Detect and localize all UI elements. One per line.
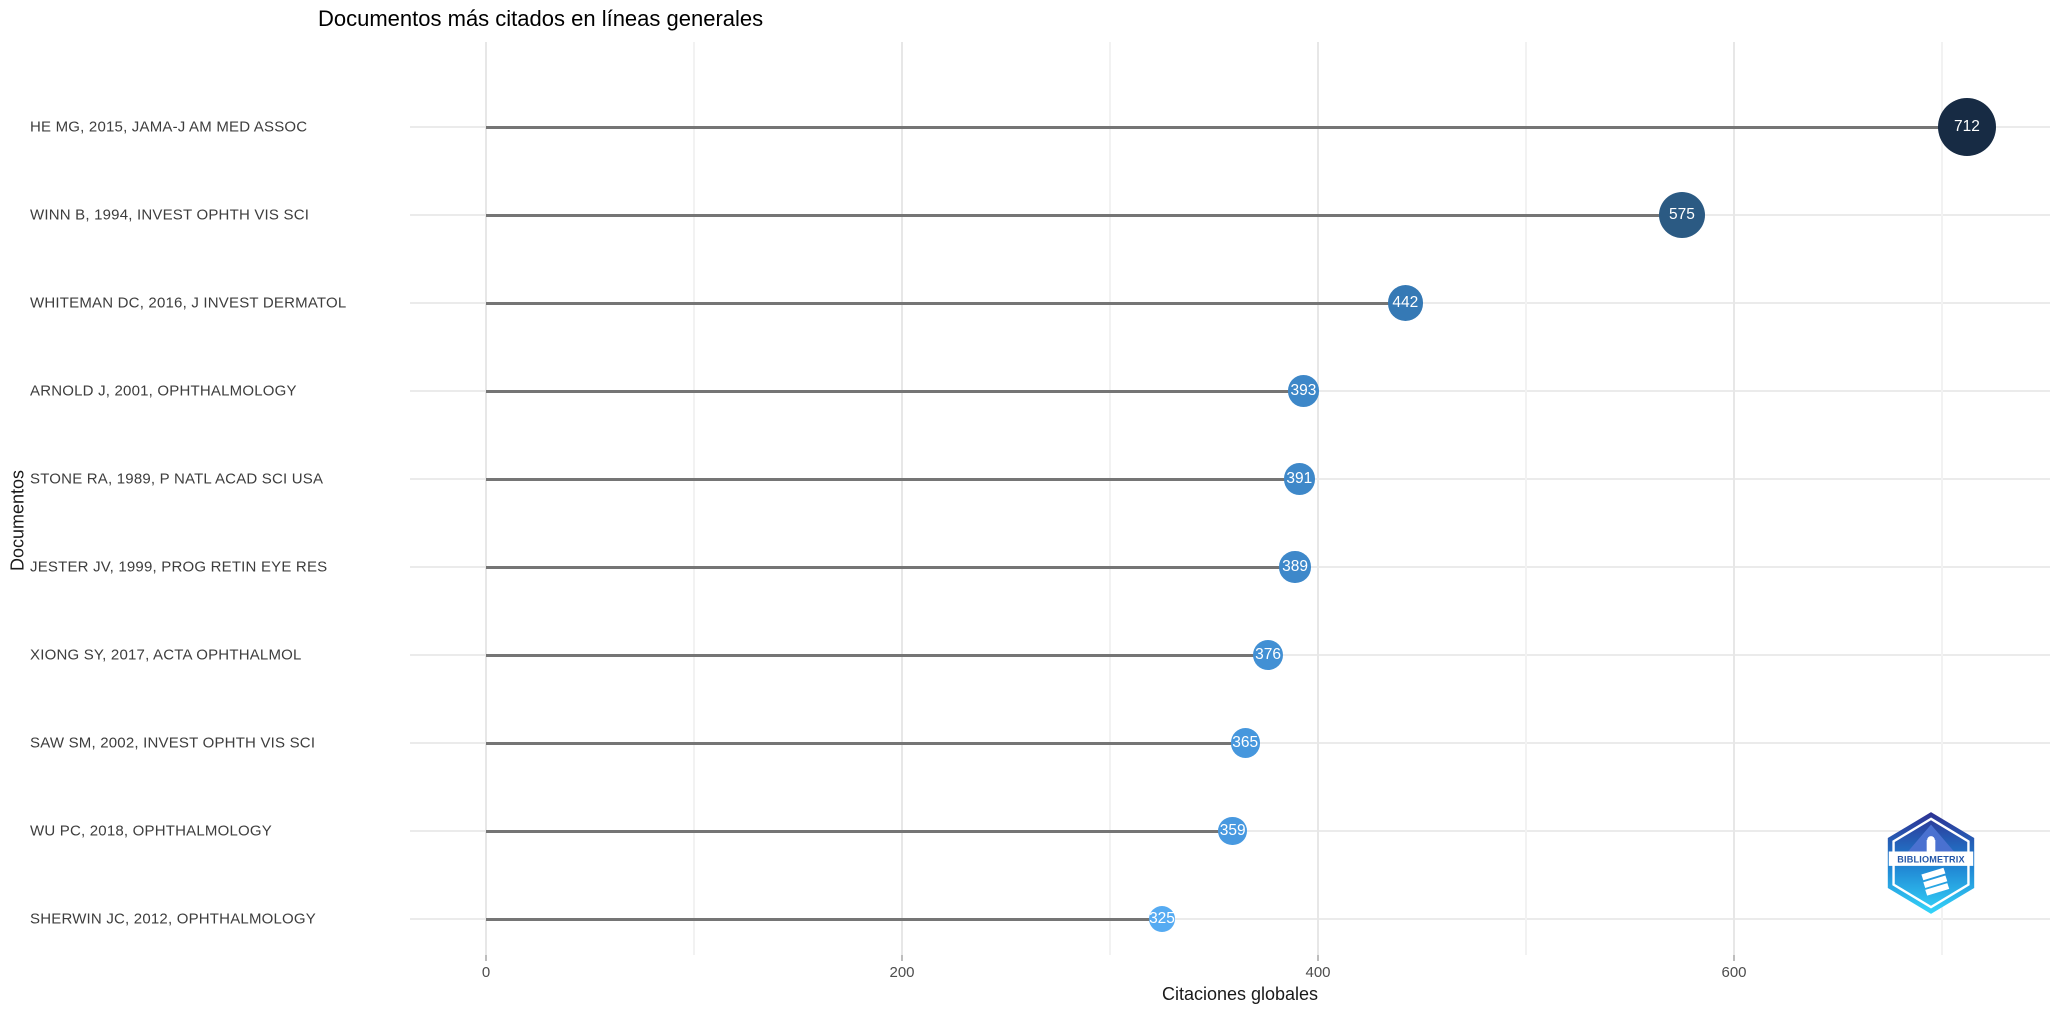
- major-gridline-x: [1733, 42, 1735, 955]
- stem-line: [486, 917, 1162, 921]
- category-label: JESTER JV, 1999, PROG RETIN EYE RES: [30, 558, 328, 576]
- stem-line: [486, 125, 1967, 129]
- lighthouse-stripe-2: [1923, 875, 1948, 888]
- chart-title: Documentos más citados en líneas general…: [318, 6, 764, 31]
- category-label: WINN B, 1994, INVEST OPHTH VIS SCI: [30, 206, 310, 224]
- stem-line: [486, 565, 1296, 569]
- category-label: HE MG, 2015, JAMA-J AM MED ASSOC: [30, 118, 308, 136]
- x-tick-label: 600: [1721, 964, 1747, 981]
- logo-inner-border: [1892, 817, 1970, 909]
- category-label: SHERWIN JC, 2012, OPHTHALMOLOGY: [30, 910, 316, 928]
- stem-line: [486, 389, 1304, 393]
- x-tick-mark: [1317, 955, 1319, 961]
- lighthouse-lantern: [1926, 839, 1936, 852]
- x-tick-label: 200: [889, 964, 915, 981]
- major-gridline-x: [901, 42, 903, 955]
- minor-gridline-x: [1109, 42, 1111, 955]
- lighthouse-stripe-3: [1925, 883, 1950, 896]
- logo-text: BIBLIOMETRIX: [1897, 855, 1965, 865]
- value-dot: 365: [1230, 728, 1260, 758]
- stem-line: [486, 301, 1406, 305]
- stem-line: [486, 477, 1300, 481]
- lighthouse-dome: [1927, 836, 1935, 844]
- value-dot: 442: [1387, 285, 1424, 321]
- value-dot: 712: [1937, 98, 1996, 156]
- value-dot: 391: [1283, 463, 1315, 495]
- x-tick-mark: [485, 955, 487, 961]
- x-tick-label: 0: [481, 964, 491, 981]
- category-label: SAW SM, 2002, INVEST OPHTH VIS SCI: [30, 734, 316, 752]
- category-label: STONE RA, 1989, P NATL ACAD SCI USA: [30, 470, 324, 488]
- lighthouse-stripe-1: [1921, 867, 1946, 881]
- category-label: XIONG SY, 2017, ACTA OPHTHALMOL: [30, 646, 302, 664]
- minor-gridline-x: [1941, 42, 1943, 955]
- value-dot: 389: [1279, 551, 1311, 583]
- minor-gridline-x: [693, 42, 695, 955]
- bibliometrix-logo: BIBLIOMETRIX: [1887, 812, 1975, 914]
- x-tick-label: 400: [1305, 964, 1331, 981]
- x-axis-title: Citaciones globales: [1161, 984, 1319, 1004]
- value-dot: 359: [1218, 816, 1248, 846]
- minor-gridline-x: [1525, 42, 1527, 955]
- stem-line: [486, 653, 1269, 657]
- category-label: WHITEMAN DC, 2016, J INVEST DERMATOL: [30, 294, 347, 312]
- value-dot: 393: [1287, 375, 1320, 407]
- logo-band: [1888, 851, 1974, 866]
- major-gridline-x: [485, 42, 487, 955]
- value-dot: 575: [1658, 191, 1706, 239]
- value-dot: 325: [1149, 906, 1175, 932]
- x-tick-mark: [1733, 955, 1735, 961]
- value-dot: 376: [1252, 639, 1284, 671]
- x-tick-mark: [901, 955, 903, 961]
- major-gridline-x: [1317, 42, 1319, 955]
- category-label: WU PC, 2018, OPHTHALMOLOGY: [30, 822, 272, 840]
- stem-line: [486, 213, 1682, 217]
- row-gridline: [410, 918, 2050, 920]
- stem-line: [486, 829, 1233, 833]
- category-label: ARNOLD J, 2001, OPHTHALMOLOGY: [30, 382, 297, 400]
- stem-line: [486, 741, 1246, 745]
